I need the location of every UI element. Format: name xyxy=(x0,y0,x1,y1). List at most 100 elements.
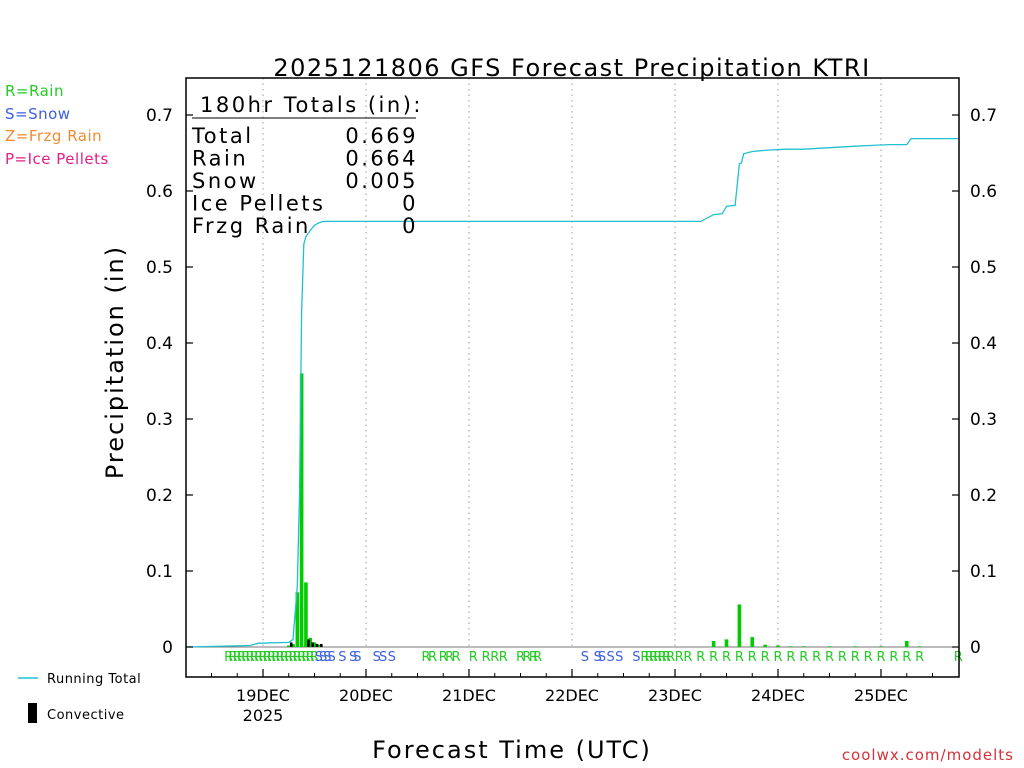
precip-type-marker-56: R xyxy=(666,650,675,665)
precip-type-marker-26: S xyxy=(349,650,357,665)
running-total-line xyxy=(185,137,959,648)
precip-type-marker-45: S xyxy=(594,650,602,665)
credit-text: coolwx.com/modelts xyxy=(841,746,1014,764)
legend-type-p: P=Ice Pellets xyxy=(5,149,109,168)
precip-bars xyxy=(286,373,922,647)
precip-type-marker-3: R xyxy=(237,650,246,665)
y-tick-label-right-5: 0.5 xyxy=(970,258,997,278)
y-tick-label-right-2: 0.2 xyxy=(970,486,997,506)
convective-swatch xyxy=(28,703,37,723)
precip-type-marker-10: R xyxy=(267,650,276,665)
precip-bar-2 xyxy=(295,592,300,647)
precip-type-marker-50: R xyxy=(640,650,649,665)
precip-type-marker-67: R xyxy=(799,650,808,665)
precip-type-marker-29: S xyxy=(379,650,387,665)
x-axis-label: Forecast Time (UTC) xyxy=(372,736,652,764)
precip-type-marker-74: R xyxy=(889,650,898,665)
x-tick-label-4: 23DEC xyxy=(648,686,702,705)
axes: 0 00.1 0.10.2 0.20.3 0.30.4 0.40.5 0.50.6 0.60.… xyxy=(146,106,997,725)
precip-type-marker-42: R xyxy=(529,650,538,665)
precip-bar-16 xyxy=(827,646,832,647)
precip-bar-10 xyxy=(737,604,742,647)
precip-type-marker-30: S xyxy=(388,650,396,665)
precip-type-marker-76: R xyxy=(915,650,924,665)
y-tick-label-left-1: 0.1 xyxy=(146,562,173,582)
x-tick-label-2: 21DEC xyxy=(442,686,496,705)
precip-bar-1 xyxy=(291,643,295,647)
precip-type-marker-61: R xyxy=(722,650,731,665)
precip-bar-4 xyxy=(304,582,308,647)
precip-bar-6 xyxy=(312,642,317,647)
x-tick-label-3: 22DEC xyxy=(545,686,599,705)
precip-type-marker-48: S xyxy=(615,650,623,665)
precip-type-marker-23: S xyxy=(323,650,331,665)
precip-type-marker-4: R xyxy=(241,650,250,665)
y-tick-label-left-5: 0.5 xyxy=(146,258,173,278)
legend-type-z: Z=Frzg Rain xyxy=(5,127,103,145)
precip-type-marker-69: R xyxy=(825,650,834,665)
precip-type-marker-22: S xyxy=(319,650,327,665)
totals-header: 180hr Totals (in): xyxy=(200,93,423,117)
precip-type-marker-41: R xyxy=(522,650,531,665)
precip-type-marker-17: R xyxy=(297,650,306,665)
precip-bar-19 xyxy=(904,640,909,647)
precip-type-marker-36: R xyxy=(469,650,478,665)
precip-type-marker-13: R xyxy=(280,650,289,665)
precip-type-marker-21: S xyxy=(315,650,323,665)
precip-type-marker-2: R xyxy=(233,650,242,665)
x-tick-label-5: 24DEC xyxy=(751,686,805,705)
precip-type-marker-38: R xyxy=(490,650,499,665)
convective-bar-4 xyxy=(319,643,323,647)
precip-type-marker-20: R xyxy=(310,650,319,665)
precip-bar-20 xyxy=(917,646,922,647)
y-tick-label-left-2: 0.2 xyxy=(146,486,173,506)
precip-type-marker-70: R xyxy=(838,650,847,665)
convective-bar-2 xyxy=(311,642,315,647)
totals-box: 180hr Totals (in): Total 0.669 Rain 0.664 Sn… xyxy=(191,93,423,238)
precip-type-marker-15: R xyxy=(289,650,298,665)
bottom-legend: Running Total Convective xyxy=(18,672,141,723)
precip-bar-17 xyxy=(853,646,858,647)
precip-type-marker-44: S xyxy=(581,650,589,665)
y-tick-label-left-7: 0.7 xyxy=(146,106,173,126)
precip-type-marker-40: R xyxy=(516,650,525,665)
totals-label-3: Ice Pellets xyxy=(192,192,325,216)
precip-type-marker-24: S xyxy=(328,650,336,665)
precip-type-marker-46: S xyxy=(598,650,606,665)
precip-bar-7 xyxy=(316,644,321,647)
precip-bar-0 xyxy=(286,645,291,647)
precip-type-marker-9: R xyxy=(263,650,272,665)
precip-type-marker-58: R xyxy=(683,650,692,665)
totals-value-4: 0 xyxy=(402,214,418,238)
totals-label-2: Snow xyxy=(192,169,259,193)
precip-type-marker-60: R xyxy=(709,650,718,665)
precip-type-marker-6: R xyxy=(250,650,259,665)
convective-label: Convective xyxy=(47,708,125,723)
precip-type-marker-72: R xyxy=(864,650,873,665)
precip-type-marker-27: S xyxy=(353,650,361,665)
precip-type-marker-68: R xyxy=(812,650,821,665)
precip-bar-11 xyxy=(750,637,755,647)
x-tick-label-6: 25DEC xyxy=(854,686,908,705)
precip-type-marker-16: R xyxy=(293,650,302,665)
convective-bar-1 xyxy=(307,639,310,647)
precip-type-marker-7: R xyxy=(254,650,263,665)
totals-value-3: 0 xyxy=(402,192,418,216)
totals-label-0: Total xyxy=(191,124,254,148)
precip-type-marker-31: R xyxy=(422,650,431,665)
y-tick-label-right-3: 0.3 xyxy=(970,410,997,430)
totals-label-4: Frzg Rain xyxy=(192,214,311,238)
y-tick-label-right-6: 0.6 xyxy=(970,182,997,202)
precip-bar-9 xyxy=(724,639,729,647)
legend-type-r: R=Rain xyxy=(5,82,64,100)
y-tick-label-right-1: 0.1 xyxy=(970,562,997,582)
precip-bar-8 xyxy=(711,640,716,647)
precip-type-marker-19: R xyxy=(306,650,315,665)
precip-type-marker-59: R xyxy=(696,650,705,665)
precip-type-marker-53: R xyxy=(653,650,662,665)
precip-type-marker-64: R xyxy=(761,650,770,665)
precip-type-marker-43: R xyxy=(533,650,542,665)
running-total-path xyxy=(185,137,959,648)
totals-value-2: 0.005 xyxy=(345,169,418,193)
